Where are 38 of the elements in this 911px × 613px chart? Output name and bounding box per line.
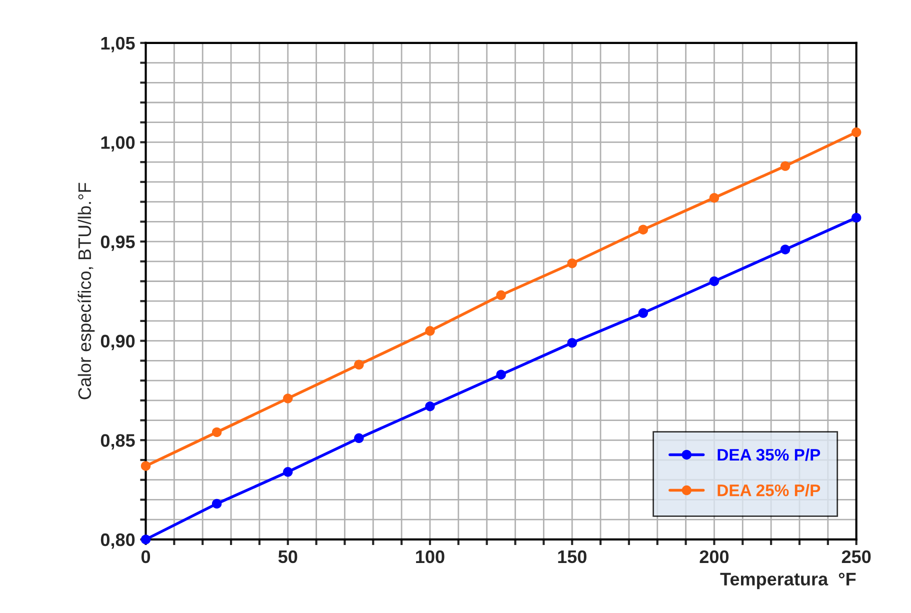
legend-label: DEA 25% P/P <box>718 484 820 496</box>
point <box>638 224 648 234</box>
point <box>709 276 720 286</box>
x-tick-label: 0 <box>141 550 150 564</box>
point <box>851 212 862 223</box>
y-axis-title: Calor específico, BTU/lb.°F <box>78 182 95 400</box>
point <box>567 258 577 268</box>
legend-label: DEA 35% P/P <box>718 448 820 461</box>
point <box>780 161 790 171</box>
point <box>283 467 293 477</box>
x-tick-label: 150 <box>558 550 586 564</box>
point <box>425 402 435 412</box>
x-tick-label: 250 <box>842 550 871 564</box>
point <box>212 498 222 509</box>
point <box>780 244 790 254</box>
point <box>638 308 648 318</box>
y-tick-label: 1,05 <box>101 36 135 52</box>
x-axis-title: Temperatura °F <box>720 572 856 590</box>
point <box>851 127 862 138</box>
x-tick-label: 50 <box>278 550 298 564</box>
point <box>425 326 435 336</box>
point <box>140 461 151 471</box>
point <box>709 192 720 203</box>
y-tick-label: 0,90 <box>100 334 135 350</box>
point <box>354 360 364 370</box>
x-tick-label: 200 <box>700 550 729 564</box>
y-tick-label: 0,85 <box>100 434 135 450</box>
y-tick-label: 1,00 <box>101 136 135 152</box>
point <box>140 534 151 544</box>
y-tick-label: 0,80 <box>100 533 135 549</box>
point <box>496 290 506 300</box>
point <box>283 394 293 404</box>
point <box>212 427 222 438</box>
x-tick-label: 100 <box>416 550 444 564</box>
point <box>567 338 577 348</box>
y-tick-label: 0,95 <box>100 235 135 251</box>
point <box>354 433 364 444</box>
point <box>496 370 506 380</box>
